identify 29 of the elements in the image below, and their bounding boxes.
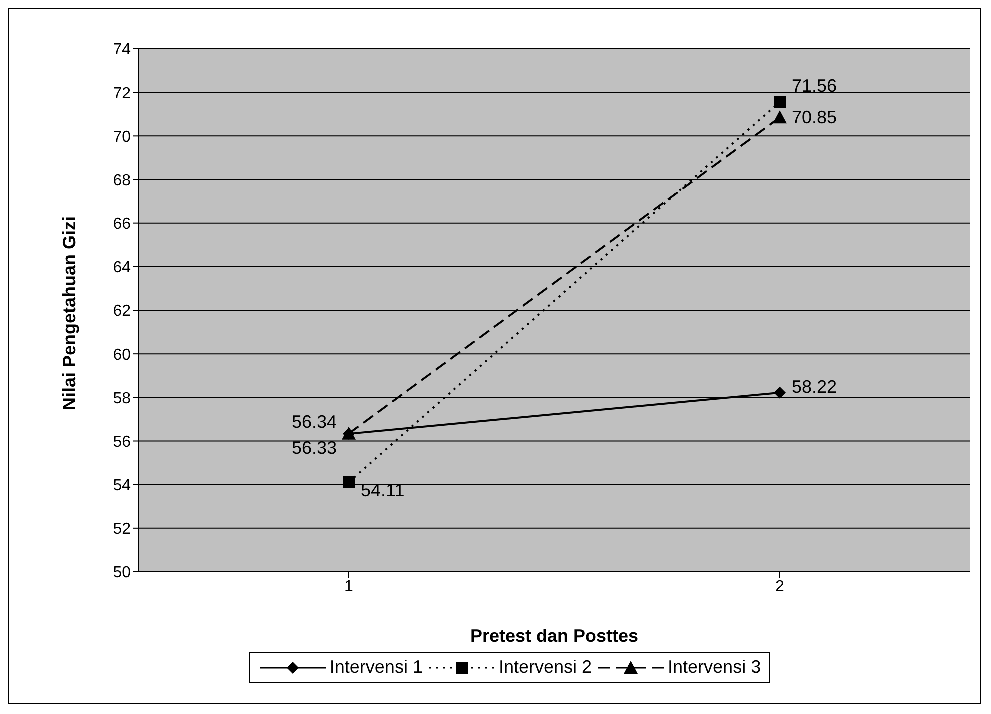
point bbox=[774, 96, 786, 108]
legend-label: Intervensi 1 bbox=[328, 657, 423, 678]
y-axis-title: Nilai Pengetahuan Gizi bbox=[59, 216, 80, 410]
y-tick-label: 70 bbox=[113, 128, 132, 146]
y-tick-label: 56 bbox=[113, 434, 132, 451]
x-tick-label: 2 bbox=[776, 578, 785, 596]
y-tick-label: 50 bbox=[113, 564, 132, 582]
data-label: 71.56 bbox=[792, 76, 838, 96]
y-tick-label: 58 bbox=[113, 390, 132, 408]
data-label: 56.33 bbox=[292, 438, 337, 458]
x-axis-title: Pretest dan Posttes bbox=[470, 626, 639, 646]
data-label: 56.34 bbox=[292, 412, 337, 432]
y-tick-label: 72 bbox=[113, 85, 132, 102]
legend-label: Intervensi 3 bbox=[667, 657, 762, 678]
point bbox=[774, 386, 786, 399]
data-label: 70.85 bbox=[792, 108, 838, 128]
data-label: 58.22 bbox=[792, 376, 838, 397]
y-tick-label: 60 bbox=[113, 346, 132, 364]
x-tick-label: 1 bbox=[344, 578, 354, 596]
y-tick-label: 74 bbox=[113, 42, 132, 59]
y-tick-label: 64 bbox=[113, 260, 132, 277]
data-label: 54.11 bbox=[361, 480, 405, 500]
y-tick-label: 52 bbox=[113, 521, 132, 538]
y-tick-label: 66 bbox=[113, 216, 132, 234]
point bbox=[343, 476, 355, 488]
y-tick-label: 54 bbox=[113, 478, 132, 495]
legend-label: Intervensi 2 bbox=[498, 657, 592, 678]
y-tick-label: 68 bbox=[113, 172, 132, 190]
y-tick-label: 62 bbox=[113, 303, 132, 320]
